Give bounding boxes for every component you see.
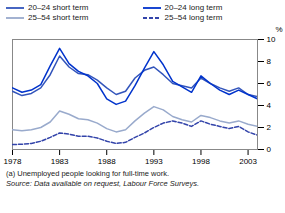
svg-text:1983: 1983	[51, 157, 69, 166]
svg-text:4: 4	[267, 101, 272, 110]
svg-text:%: %	[275, 25, 282, 34]
html-text:20–24 short term: 20–24 short term	[28, 3, 89, 12]
svg-text:8: 8	[267, 57, 272, 66]
html-text:25–54 long term: 25–54 long term	[164, 13, 223, 22]
html-text:(a) Unemployed people looking: (a) Unemployed people looking for full-t…	[6, 169, 169, 178]
svg-text:1978: 1978	[4, 157, 22, 166]
svg-text:1993: 1993	[145, 157, 163, 166]
html-text:Source: Data available on requ: Source: Data available on request, Labou…	[6, 178, 199, 188]
svg-text:10: 10	[267, 35, 276, 44]
svg-text:2: 2	[267, 123, 272, 132]
svg-text:1988: 1988	[98, 157, 116, 166]
svg-text:6: 6	[267, 79, 272, 88]
svg-text:1998: 1998	[192, 157, 210, 166]
svg-text:0: 0	[267, 145, 272, 154]
html-text:20–24 long term: 20–24 long term	[164, 3, 223, 12]
svg-text:2003: 2003	[239, 157, 257, 166]
html-text:25–54 short term: 25–54 short term	[28, 13, 89, 22]
